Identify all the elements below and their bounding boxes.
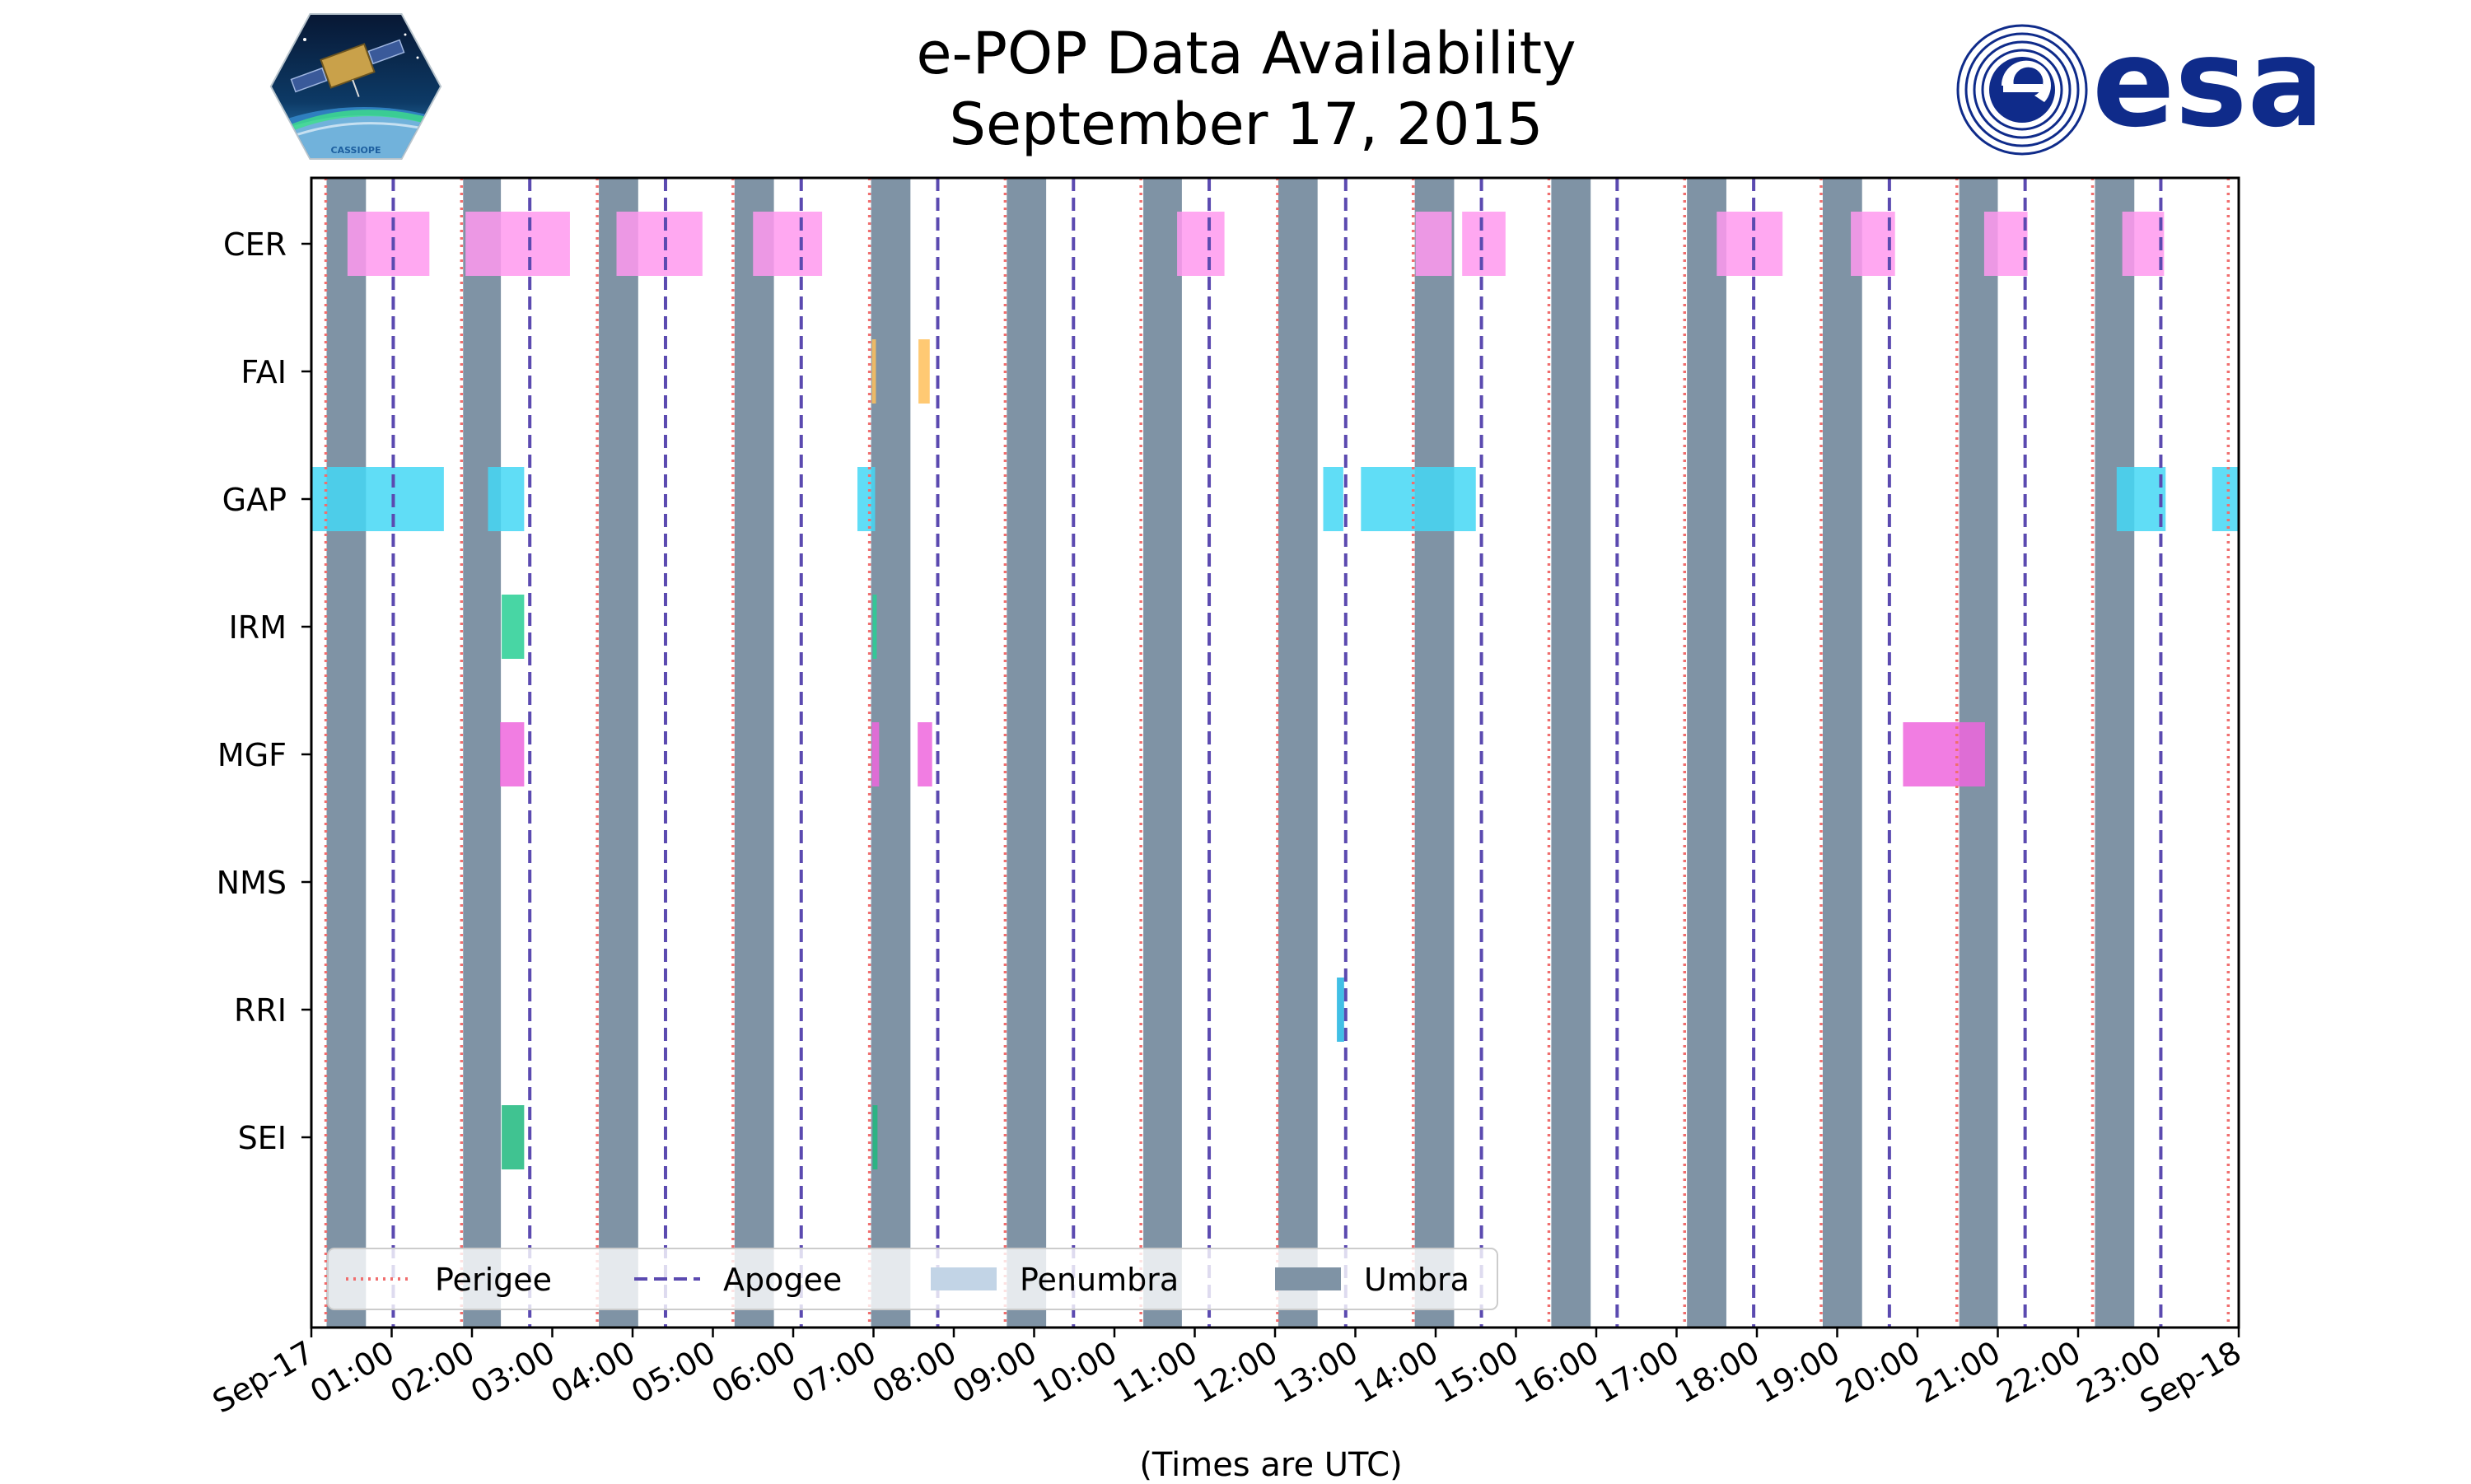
umbra-band — [734, 178, 774, 1328]
esa-logo-icon: esa — [1956, 20, 2315, 156]
x-tick-label: 01:00 — [304, 1334, 400, 1411]
legend-label-apogee: Apogee — [723, 1262, 842, 1298]
data-bar-cer — [465, 212, 570, 276]
data-bar-cer — [1851, 212, 1895, 276]
y-tick-label-rri: RRI — [234, 992, 287, 1029]
umbra-band — [1278, 178, 1318, 1328]
x-tick-label: 07:00 — [786, 1334, 882, 1411]
x-tick-label: 18:00 — [1670, 1334, 1766, 1411]
data-bar-gap — [311, 467, 444, 531]
x-axis-label: (Times are UTC) — [1139, 1446, 1403, 1484]
data-bar-irm — [872, 595, 877, 659]
cassiope-logo-icon: CASSIOPE — [269, 13, 442, 160]
legend-box — [327, 1248, 1498, 1310]
umbra-band — [463, 178, 502, 1328]
data-bar-mgf — [871, 722, 880, 786]
data-bar-mgf — [500, 722, 525, 786]
data-bar-fai — [918, 339, 930, 404]
umbra-band — [1414, 178, 1455, 1328]
x-tick-label: 14:00 — [1348, 1334, 1445, 1411]
x-tick-label: 05:00 — [625, 1334, 722, 1411]
data-bar-sei — [502, 1105, 525, 1169]
x-tick-label: 06:00 — [706, 1334, 802, 1411]
data-bar-gap — [857, 467, 876, 531]
y-tick-label-cer: CER — [223, 226, 287, 263]
x-tick-label: 09:00 — [946, 1334, 1043, 1411]
data-bar-cer — [2122, 212, 2165, 276]
x-tick-label: 22:00 — [1991, 1334, 2087, 1411]
umbra-band — [1687, 178, 1726, 1328]
umbra-band — [1143, 178, 1182, 1328]
data-bar-cer — [616, 212, 703, 276]
x-tick-label: 02:00 — [385, 1334, 481, 1411]
mission-logo-text: CASSIOPE — [331, 145, 381, 156]
data-bar-cer — [1415, 212, 1452, 276]
x-tick-label: 13:00 — [1268, 1334, 1364, 1411]
y-tick-label-gap: GAP — [222, 482, 287, 518]
data-bar-gap — [2116, 467, 2166, 531]
y-tick-label-nms: NMS — [217, 865, 287, 901]
x-tick-label: 04:00 — [545, 1334, 642, 1411]
legend-label-penumbra: Penumbra — [1020, 1262, 1179, 1298]
y-tick-label-fai: FAI — [241, 354, 287, 390]
legend-penumbra-swatch — [931, 1267, 997, 1290]
data-bar-gap — [1323, 467, 1343, 531]
y-tick-label-mgf: MGF — [217, 737, 287, 773]
data-bar-gap — [1361, 467, 1476, 531]
x-tick-label: 17:00 — [1589, 1334, 1685, 1411]
x-tick-label: 15:00 — [1428, 1334, 1525, 1411]
data-bar-rri — [1337, 978, 1344, 1042]
umbra-band — [1822, 178, 1862, 1328]
data-bar-cer — [753, 212, 823, 276]
chart-title: e-POP Data Availability — [916, 20, 1576, 87]
data-bar-cer — [1177, 212, 1225, 276]
esa-logo-text: esa — [2092, 20, 2315, 154]
umbra-band — [1007, 178, 1047, 1328]
x-tick-label: 20:00 — [1830, 1334, 1927, 1411]
umbra-band — [1551, 178, 1591, 1328]
legend-umbra-swatch — [1275, 1267, 1341, 1290]
data-bar-cer — [1983, 212, 2028, 276]
x-tick-label: 10:00 — [1027, 1334, 1123, 1411]
data-bar-cer — [1462, 212, 1506, 276]
data-bar-fai — [871, 339, 876, 404]
y-tick-label-irm: IRM — [229, 609, 287, 646]
data-bar-mgf — [918, 722, 932, 786]
legend-label-perigee: Perigee — [435, 1262, 552, 1298]
x-tick-label: 08:00 — [866, 1334, 963, 1411]
y-tick-label-sei: SEI — [238, 1120, 287, 1156]
legend-label-umbra: Umbra — [1364, 1262, 1469, 1298]
legend: Perigee Apogee Penumbra Umbra — [327, 1248, 1498, 1310]
data-bar-irm — [502, 595, 525, 659]
umbra-band — [599, 178, 638, 1328]
x-tick-label: Sep-17 — [207, 1334, 320, 1421]
x-tick-label: 19:00 — [1749, 1334, 1846, 1411]
x-tick-label: 03:00 — [465, 1334, 561, 1411]
data-bar-gap — [2212, 467, 2239, 531]
umbra-band — [2095, 178, 2135, 1328]
umbra-band — [326, 178, 367, 1328]
x-tick-label: 12:00 — [1188, 1334, 1284, 1411]
data-bar-gap — [488, 467, 525, 531]
x-tick-label: 21:00 — [1910, 1334, 2006, 1411]
x-tick-label: 16:00 — [1509, 1334, 1605, 1411]
data-bar-cer — [347, 212, 430, 276]
chart-subtitle: September 17, 2015 — [949, 91, 1544, 158]
data-bar-cer — [1717, 212, 1783, 276]
data-bar-sei — [872, 1105, 878, 1169]
data-bar-mgf — [1903, 722, 1985, 786]
x-tick-label: 11:00 — [1107, 1334, 1203, 1411]
